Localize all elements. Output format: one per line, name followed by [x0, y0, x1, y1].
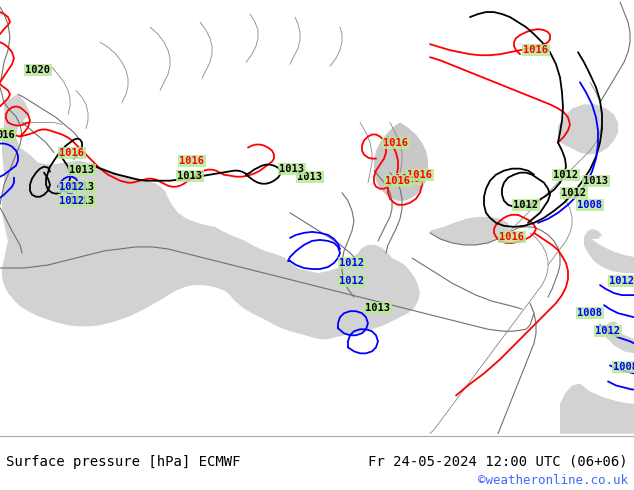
Text: 1016: 1016: [385, 176, 410, 186]
Text: 1012: 1012: [514, 200, 538, 210]
Text: 1013: 1013: [70, 182, 94, 192]
Polygon shape: [584, 229, 634, 273]
Polygon shape: [558, 104, 618, 154]
Text: 1013: 1013: [583, 176, 609, 186]
Text: 1016: 1016: [408, 170, 432, 180]
Text: 1012: 1012: [553, 170, 578, 180]
Text: 1020: 1020: [25, 65, 51, 75]
Text: 1012: 1012: [339, 276, 365, 286]
Text: 1016: 1016: [524, 45, 548, 55]
Text: 1016: 1016: [500, 232, 524, 242]
Polygon shape: [430, 217, 510, 245]
Text: 1013: 1013: [178, 171, 202, 181]
Text: 1013: 1013: [70, 165, 94, 174]
Text: 1012: 1012: [339, 258, 365, 268]
Polygon shape: [2, 95, 420, 339]
Text: 1012: 1012: [60, 196, 84, 206]
Text: 1012: 1012: [609, 276, 634, 286]
Text: 1013: 1013: [280, 164, 304, 173]
Text: Surface pressure [hPa] ECMWF: Surface pressure [hPa] ECMWF: [6, 455, 241, 469]
Text: 1013: 1013: [70, 196, 94, 206]
Text: 1008: 1008: [578, 200, 602, 210]
Text: 1012: 1012: [60, 182, 84, 192]
Text: 1008: 1008: [578, 308, 602, 318]
Text: 1008: 1008: [614, 363, 634, 372]
Polygon shape: [604, 321, 634, 353]
Text: 1013: 1013: [297, 172, 323, 182]
Text: 1016: 1016: [60, 147, 84, 158]
Text: 016: 016: [0, 129, 15, 140]
Text: 1016: 1016: [384, 138, 408, 147]
Text: ©weatheronline.co.uk: ©weatheronline.co.uk: [477, 474, 628, 487]
Text: Fr 24-05-2024 12:00 UTC (06+06): Fr 24-05-2024 12:00 UTC (06+06): [368, 455, 628, 469]
Text: 1016: 1016: [179, 156, 205, 166]
Polygon shape: [374, 122, 428, 201]
Text: 1016: 1016: [396, 173, 420, 184]
Text: 1013: 1013: [365, 303, 391, 313]
Text: 1012: 1012: [595, 326, 621, 336]
Polygon shape: [560, 384, 634, 434]
Text: 1012: 1012: [562, 188, 586, 198]
